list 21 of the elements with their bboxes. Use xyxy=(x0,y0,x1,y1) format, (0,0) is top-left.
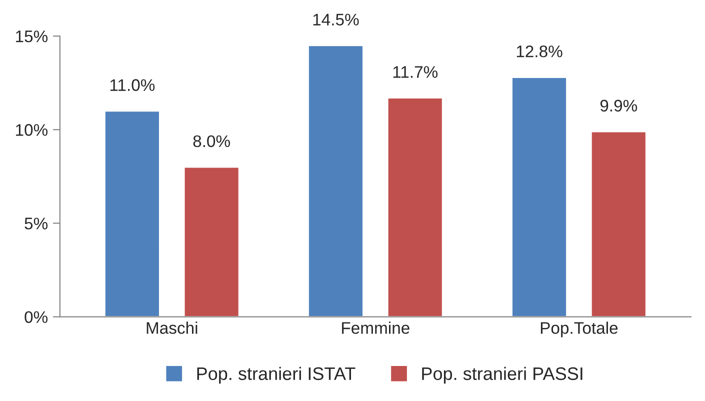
bar xyxy=(308,44,364,317)
x-tick-label: Pop.Totale xyxy=(540,322,618,338)
y-tick-label: 15% xyxy=(16,30,48,42)
bar xyxy=(104,110,160,317)
data-label: 11.0% xyxy=(110,79,155,91)
bar xyxy=(386,97,444,317)
data-label: 14.5% xyxy=(313,14,359,26)
bar xyxy=(511,76,568,317)
data-label: 9.9% xyxy=(600,100,638,112)
data-label: 12.8% xyxy=(516,45,562,58)
legend-label: Pop. stranieri PASSI xyxy=(422,366,582,384)
y-tick-label: 10% xyxy=(16,124,48,136)
bar xyxy=(183,166,240,317)
data-label: 8.0% xyxy=(193,135,230,148)
y-tick-label: 5% xyxy=(24,218,48,230)
x-tick-label: Femmine xyxy=(342,322,410,334)
bar xyxy=(590,130,647,317)
data-label: 11.7% xyxy=(393,66,438,78)
legend-label: Pop. stranieri ISTAT xyxy=(197,366,356,384)
x-tick-label: Maschi xyxy=(146,322,198,334)
y-tick-label: 0% xyxy=(24,311,48,323)
